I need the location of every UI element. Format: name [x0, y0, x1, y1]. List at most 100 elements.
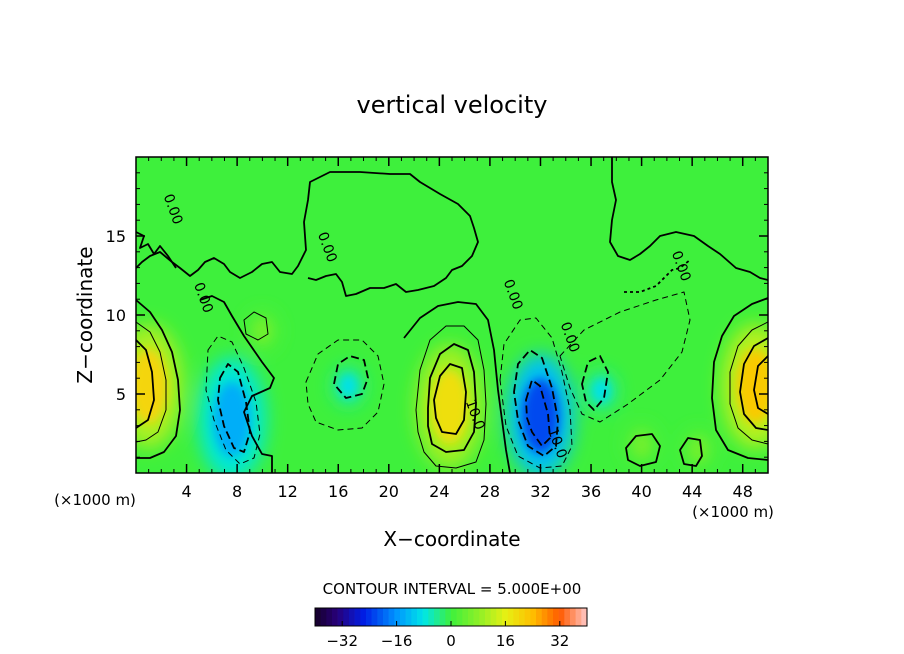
small-updraft-contour-1 [625, 433, 661, 467]
colorbar-swatch-15 [400, 608, 406, 626]
field-core-1 [430, 369, 469, 444]
x-tick-label-4: 20 [379, 482, 399, 501]
colorbar-swatch-22 [439, 608, 446, 626]
x-tick-label-5: 24 [429, 482, 449, 501]
positive-contour-15-right [753, 355, 768, 415]
colorbar-swatch-26 [462, 608, 469, 626]
negative-contour-10-east [581, 355, 609, 411]
x-tick-label-2: 12 [278, 482, 298, 501]
colorbar-swatch-19 [422, 608, 429, 626]
colorbar-swatch-24 [451, 608, 457, 626]
zero-contour-upper [136, 171, 479, 297]
colorbar-swatch-17 [411, 608, 418, 626]
zero-contour-left-updraft [136, 299, 181, 459]
x-tick-label-11: 48 [733, 482, 753, 501]
y-tick-label-0: 5 [116, 385, 126, 404]
colorbar-tick-label-0: −32 [326, 632, 358, 650]
colorbar-swatch-18 [417, 608, 423, 626]
colorbar-swatch-2 [326, 608, 333, 626]
colorbar-swatch-32 [496, 608, 503, 626]
field-core-4 [632, 432, 651, 457]
colorbar-tick-label-2: 0 [446, 632, 456, 650]
colorbar-swatch-20 [428, 608, 435, 626]
colorbar-swatch-35 [513, 608, 520, 626]
positive-contour-10-right [739, 337, 768, 431]
y-tick-label-2: 15 [106, 227, 126, 246]
x-unit-right: (×1000 m) [692, 503, 774, 521]
x-tick-label-3: 16 [328, 482, 348, 501]
colorbar-swatch-16 [405, 608, 412, 626]
colorbar-swatch-46 [575, 608, 582, 626]
zero-contour-center-updraft [403, 301, 511, 473]
y-tick-label-1: 10 [106, 306, 126, 325]
colorbar-swatch-14 [394, 608, 401, 626]
negative-contour-10-mid [333, 355, 369, 399]
colorbar-swatch-21 [434, 608, 440, 626]
negative-contour-5-left [205, 335, 261, 465]
contour-interval-label: CONTOUR INTERVAL = 5.000E+00 [323, 580, 582, 598]
zero-contour-left-downdraft [199, 295, 275, 473]
field-cores [136, 318, 768, 462]
colorbar-swatch-9 [366, 608, 372, 626]
colorbar-swatch-39 [536, 608, 542, 626]
positive-contour-15-center [433, 363, 467, 435]
zero-contour-right-updraft [711, 297, 768, 461]
x-tick-label-8: 36 [581, 482, 601, 501]
colorbar-tick-label-4: 32 [550, 632, 569, 650]
colorbar-swatch-45 [570, 608, 576, 626]
field-core-8 [521, 378, 560, 454]
positive-contour-5-left [136, 321, 167, 443]
negative-contour-5-mid [305, 339, 385, 431]
colorbar-swatch-42 [553, 608, 559, 626]
field-core-5 [689, 437, 708, 462]
x-tick-label-1: 8 [232, 482, 242, 501]
contour-lines [136, 157, 768, 473]
x-tick-label-6: 28 [480, 482, 500, 501]
colorbar-swatch-1 [320, 608, 327, 626]
positive-contour-5-center [415, 325, 487, 469]
x-tick-label-9: 40 [631, 482, 651, 501]
negative-contour-15-right-core [525, 379, 551, 447]
colorbar-swatch-33 [502, 608, 508, 626]
colorbar-swatch-8 [360, 608, 367, 626]
field-core-2 [736, 348, 768, 424]
colorbar-swatch-13 [388, 608, 395, 626]
colorbar-swatch-30 [485, 608, 491, 626]
field-core-7 [339, 374, 358, 399]
colorbar-tick-label-3: 16 [496, 632, 515, 650]
field-core-0 [136, 348, 168, 424]
x-unit-left: (×1000 m) [54, 491, 136, 509]
x-tick-label-7: 32 [530, 482, 550, 501]
x-tick-label-10: 44 [682, 482, 702, 501]
colorbar-swatch-37 [524, 608, 531, 626]
colorbar-swatch-0 [315, 608, 321, 626]
colorbar-swatch-12 [383, 608, 389, 626]
field-core-6 [213, 382, 251, 457]
colorbar-swatch-23 [445, 608, 452, 626]
colorbar-swatch-7 [354, 608, 361, 626]
negative-contour-5-east [559, 291, 691, 423]
y-axis-label: Z−coordinate [73, 246, 97, 383]
colorbar-swatch-25 [456, 608, 463, 626]
chart-title: vertical velocity [357, 91, 548, 119]
colorbar-swatch-40 [541, 608, 548, 626]
negative-contour-5-right-core [499, 317, 573, 469]
colorbar-swatch-6 [349, 608, 355, 626]
colorbar-swatch-28 [473, 608, 480, 626]
colorbar-swatch-43 [558, 608, 565, 626]
x-tick-label-0: 4 [181, 482, 191, 501]
negative-contour-10-right-core [513, 349, 559, 457]
field-core-9 [592, 378, 610, 403]
small-updraft-contour-3 [243, 311, 269, 341]
colorbar-swatch-44 [564, 608, 571, 626]
colorbar-swatch-31 [490, 608, 497, 626]
positive-contour-10-center [427, 343, 477, 453]
x-axis-label: X−coordinate [383, 527, 520, 551]
positive-contour-5-right [729, 321, 768, 445]
colorbar-swatch-38 [530, 608, 537, 626]
colorbar-tick-label-1: −16 [381, 632, 413, 650]
positive-contour-10-left [136, 339, 155, 429]
colorbar-swatch-3 [332, 608, 338, 626]
colorbar-swatch-11 [377, 608, 384, 626]
